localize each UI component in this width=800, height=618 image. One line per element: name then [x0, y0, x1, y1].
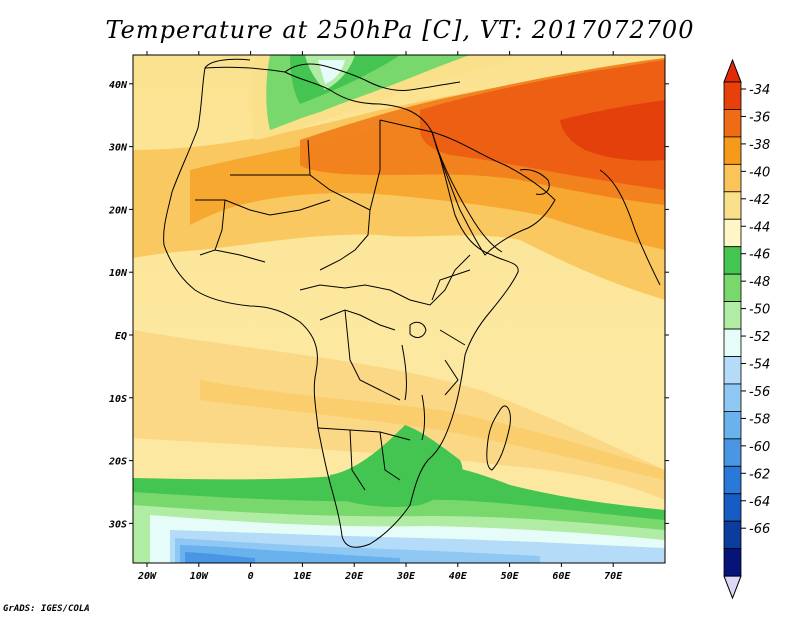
colorbar-label: -58	[749, 412, 770, 427]
lon-tick-label: 60E	[552, 571, 571, 582]
madagascar	[486, 405, 511, 471]
colorbar-swatch	[723, 438, 742, 467]
colorbar-top-arrow	[723, 58, 742, 83]
colorbar-swatch	[723, 136, 742, 165]
colorbar-label: -44	[749, 220, 770, 235]
lat-tick-label: 40N	[109, 80, 128, 91]
temperature-field	[133, 55, 665, 563]
credit-label: GrADS: IGES/COLA	[3, 604, 90, 614]
colorbar-label: -60	[749, 440, 770, 455]
red-sea	[431, 131, 503, 253]
border-c2	[319, 309, 401, 401]
lon-tick-label: 40E	[449, 571, 468, 582]
coastlines-and-borders	[163, 58, 661, 548]
lat-tick-label: 10N	[109, 268, 128, 279]
colorbar-bottom-arrow	[723, 575, 742, 600]
colorbar-label: -66	[749, 522, 770, 537]
lon-tick-label: 30E	[396, 571, 416, 582]
longitude-axis: 20W 10W 0 10E 20E 30E 40E 50E 60E 70E	[137, 51, 623, 582]
colorbar-swatch	[723, 273, 742, 302]
contour-band-minus34	[420, 60, 665, 190]
lat-tick-label: EQ	[115, 331, 127, 342]
colorbar: -34 -36 -38 -40 -42 -44 -46 -48 -50 -52 -54 -56 -58 -…	[723, 58, 770, 600]
colorbar-label: -36	[749, 110, 770, 125]
persian-gulf	[519, 169, 550, 195]
border-w1	[195, 199, 266, 263]
colorbar-label: -56	[749, 385, 770, 400]
contour-hot-spot	[560, 100, 665, 161]
colorbar-label: -46	[749, 248, 770, 263]
colorbar-swatch	[723, 520, 742, 550]
latitude-axis: 40N 30N 20N 10N EQ 10S 20S 30S	[108, 80, 669, 530]
colorbar-label: -54	[749, 358, 770, 373]
colorbar-label: -62	[749, 467, 770, 482]
lake-malawi	[421, 394, 426, 441]
colorbar-swatch	[723, 548, 742, 577]
colorbar-swatch	[723, 465, 742, 495]
colorbar-swatch	[723, 163, 742, 193]
lon-tick-label: 20E	[344, 571, 364, 582]
arabian-peninsula	[431, 131, 556, 256]
lon-tick-label: 10W	[190, 571, 209, 582]
border-c1	[299, 254, 471, 306]
colorbar-label: -48	[749, 275, 770, 290]
lat-tick-label: 20N	[108, 205, 128, 216]
lake-tanganyika	[401, 344, 407, 401]
border-n2	[224, 199, 371, 271]
lat-tick-label: 20S	[108, 457, 127, 468]
colorbar-swatch	[723, 246, 742, 275]
colorbar-label: -42	[749, 193, 770, 208]
colorbar-swatch	[723, 410, 742, 440]
india-coast	[599, 169, 661, 286]
map-frame	[132, 54, 666, 564]
colorbar-label: -64	[749, 495, 770, 510]
colorbar-swatch	[723, 109, 742, 138]
border-e1	[431, 269, 471, 396]
lat-tick-label: 30N	[108, 143, 128, 154]
map-title: Temperature at 250hPa [C], VT: 201707270…	[105, 16, 695, 44]
colorbar-label: -34	[749, 83, 770, 98]
colorbar-label: -38	[749, 138, 770, 153]
contour-band-south-mid	[200, 380, 665, 480]
colorbar-swatch	[723, 493, 742, 522]
border-n1	[230, 119, 433, 211]
border-s1	[317, 427, 411, 491]
colorbar-label: -50	[749, 303, 770, 318]
colorbar-swatch	[723, 218, 742, 248]
lon-tick-label: 0	[248, 571, 254, 582]
colorbar-swatch	[723, 356, 742, 385]
colorbar-swatch	[723, 328, 742, 357]
colorbar-label: -52	[749, 330, 770, 345]
colorbar-swatch	[723, 81, 742, 110]
colorbar-swatch	[723, 191, 742, 220]
colorbar-swatch	[723, 383, 742, 412]
lon-tick-label: 10E	[293, 571, 312, 582]
colorbar-label: -40	[749, 165, 770, 180]
lat-tick-label: 30S	[108, 519, 127, 530]
lake-victoria	[409, 321, 427, 338]
lon-tick-label: 20W	[137, 571, 157, 582]
contour-blue-south-4	[185, 552, 255, 563]
europe-coast	[204, 58, 461, 91]
colorbar-swatch	[723, 301, 742, 330]
lon-tick-label: 50E	[501, 571, 520, 582]
lon-tick-label: 70E	[604, 571, 623, 582]
lat-tick-label: 10S	[109, 394, 127, 405]
